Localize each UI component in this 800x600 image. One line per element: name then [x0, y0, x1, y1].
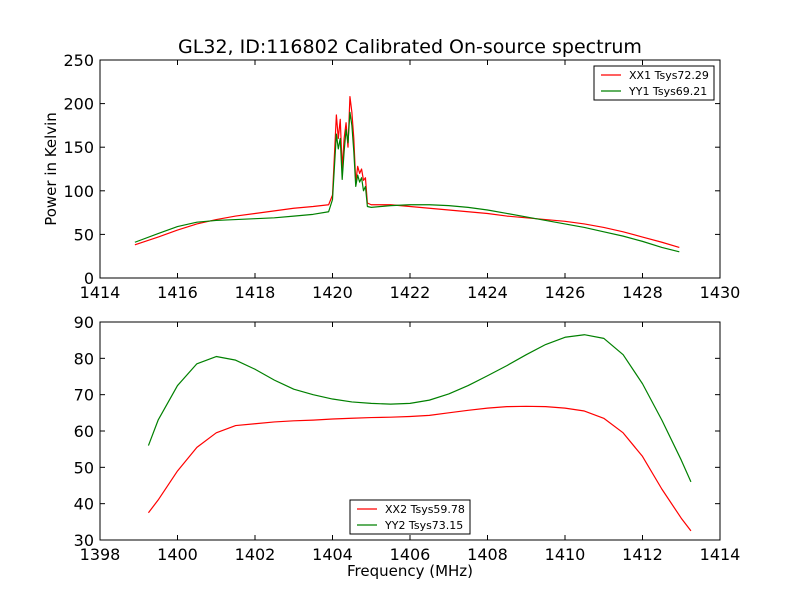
bottom-legend-box: [349, 499, 471, 535]
bottom-y-tick-label: 70: [74, 386, 94, 405]
top-y-tick-label: 0: [84, 269, 94, 288]
top-x-tick-label: 1416: [157, 283, 198, 302]
bottom-x-tick-label: 1402: [235, 545, 276, 564]
bottom-legend-label-2: YY2 Tsys73.15: [384, 519, 463, 532]
bottom-series-line-2: [147, 334, 692, 483]
top-x-tick-label: 1418: [235, 283, 276, 302]
top-y-axis-label: Power in Kelvin: [42, 112, 60, 226]
top-series-line-1: [134, 96, 680, 249]
bottom-x-tick-label: 1414: [700, 545, 741, 564]
top-y-tick-label: 100: [63, 182, 94, 201]
bottom-x-tick-label: 1408: [467, 545, 508, 564]
bottom-y-tick-label: 90: [74, 313, 94, 332]
top-x-tick-label: 1414: [80, 283, 121, 302]
bottom-panel: Frequency (MHz) 1398 1400 1402 1404 1406 1408…: [74, 313, 741, 580]
bottom-y-tick-label: 40: [74, 495, 94, 514]
bottom-x-tick-label: 1410: [545, 545, 586, 564]
bottom-series-line-1: [147, 405, 692, 532]
top-legend: XX1 Tsys72.29 YY1 Tsys69.21: [593, 65, 715, 101]
top-y-tick-label: 150: [63, 138, 94, 157]
top-x-tick-label: 1426: [545, 283, 586, 302]
top-x-tick-label: 1428: [622, 283, 663, 302]
bottom-x-tick-label: 1400: [157, 545, 198, 564]
top-x-tick-label: 1422: [390, 283, 431, 302]
bottom-y-tick-label: 50: [74, 458, 94, 477]
top-legend-label-1: XX1 Tsys72.29: [629, 69, 709, 82]
top-y-tick-label: 200: [63, 95, 94, 114]
top-panel: Power in Kelvin 1414 1416 1418 1420 1422 1424…: [42, 51, 740, 302]
bottom-legend-label-1: XX2 Tsys59.78: [385, 503, 465, 516]
top-series-line-2: [134, 111, 680, 253]
bottom-y-tick-label: 80: [74, 349, 94, 368]
bottom-y-tick-label: 30: [74, 531, 94, 550]
bottom-x-axis-label: Frequency (MHz): [347, 562, 473, 580]
bottom-y-tick-label: 60: [74, 422, 94, 441]
bottom-x-tick-label: 1406: [390, 545, 431, 564]
bottom-x-tick-label: 1404: [312, 545, 353, 564]
top-y-tick-label: 50: [74, 225, 94, 244]
top-legend-label-2: YY1 Tsys69.21: [628, 85, 707, 98]
top-legend-box: [593, 65, 715, 101]
top-x-tick-label: 1430: [700, 283, 741, 302]
chart-title: GL32, ID:116802 Calibrated On-source spe…: [178, 36, 642, 58]
top-y-tick-label: 250: [63, 51, 94, 70]
top-x-tick-label: 1424: [467, 283, 508, 302]
bottom-x-tick-label: 1398: [80, 545, 121, 564]
top-x-tick-label: 1420: [312, 283, 353, 302]
bottom-x-tick-label: 1412: [622, 545, 663, 564]
bottom-legend: XX2 Tsys59.78 YY2 Tsys73.15: [349, 499, 471, 535]
